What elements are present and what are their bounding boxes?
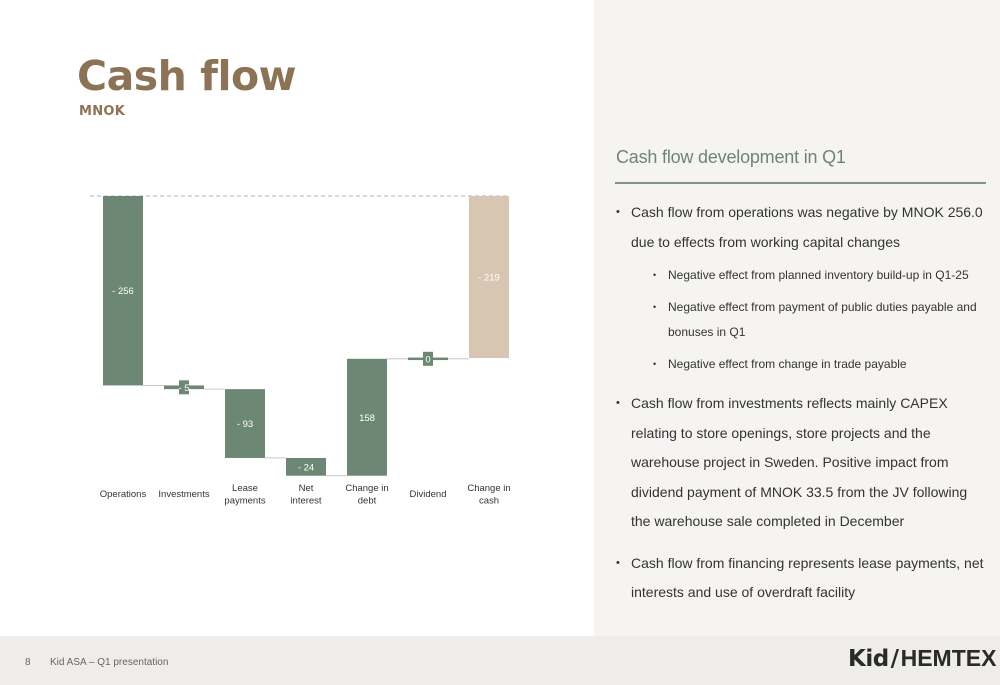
- label-box: [179, 380, 189, 395]
- category-label: interest: [290, 495, 322, 506]
- data-label: - 93: [237, 419, 253, 430]
- data-label: 158: [359, 413, 375, 424]
- sub-bullet-item: Negative effect from payment of public d…: [615, 295, 985, 346]
- category-label: Change in: [467, 483, 510, 494]
- page-title: Cash flow: [77, 52, 297, 100]
- data-label: - 219: [478, 273, 500, 284]
- data-label: - 256: [112, 286, 134, 297]
- waterfall-bar: [286, 457, 326, 476]
- category-label: Lease: [232, 483, 258, 494]
- bullet-list: Cash flow from operations was negative b…: [615, 198, 985, 608]
- page-subtitle: MNOK: [79, 104, 126, 119]
- data-label: - 5: [178, 383, 189, 394]
- category-label: Dividend: [410, 489, 447, 500]
- bullet-item: Cash flow from operations was negative b…: [615, 198, 985, 257]
- category-label: debt: [358, 495, 377, 506]
- bullet-item: Cash flow from financing represents leas…: [615, 549, 985, 608]
- waterfall-bar: [347, 358, 387, 476]
- waterfall-bar: [225, 389, 265, 458]
- label-box: [423, 351, 433, 366]
- section-divider: [615, 182, 986, 184]
- footer-text: Kid ASA – Q1 presentation: [50, 657, 169, 668]
- category-label: Change in: [345, 483, 388, 494]
- logo-slash: /: [890, 646, 899, 672]
- waterfall-bar: [469, 196, 509, 359]
- sub-bullet-item: Negative effect from change in trade pay…: [615, 352, 985, 378]
- company-logo: Kid/HEMTEX: [848, 645, 996, 672]
- page-number: 8: [25, 657, 31, 668]
- category-label: cash: [479, 495, 499, 506]
- logo-hemtex: HEMTEX: [900, 645, 997, 671]
- waterfall-chart: - 256 Operations - 5 Investments - 93 Leasepa…: [90, 195, 511, 506]
- logo-kid: Kid: [848, 646, 889, 672]
- section-heading: Cash flow development in Q1: [616, 147, 846, 167]
- data-label: - 24: [298, 462, 314, 473]
- category-label: Investments: [158, 489, 209, 500]
- sub-bullet-item: Negative effect from planned inventory b…: [615, 263, 985, 289]
- category-label: Net: [299, 483, 314, 494]
- bullet-item: Cash flow from investments reflects main…: [615, 389, 985, 537]
- waterfall-bar: [103, 196, 143, 386]
- category-label: Operations: [100, 489, 147, 500]
- category-label: payments: [224, 495, 265, 506]
- footer-bar: [0, 636, 1000, 685]
- data-label: 0: [425, 354, 430, 365]
